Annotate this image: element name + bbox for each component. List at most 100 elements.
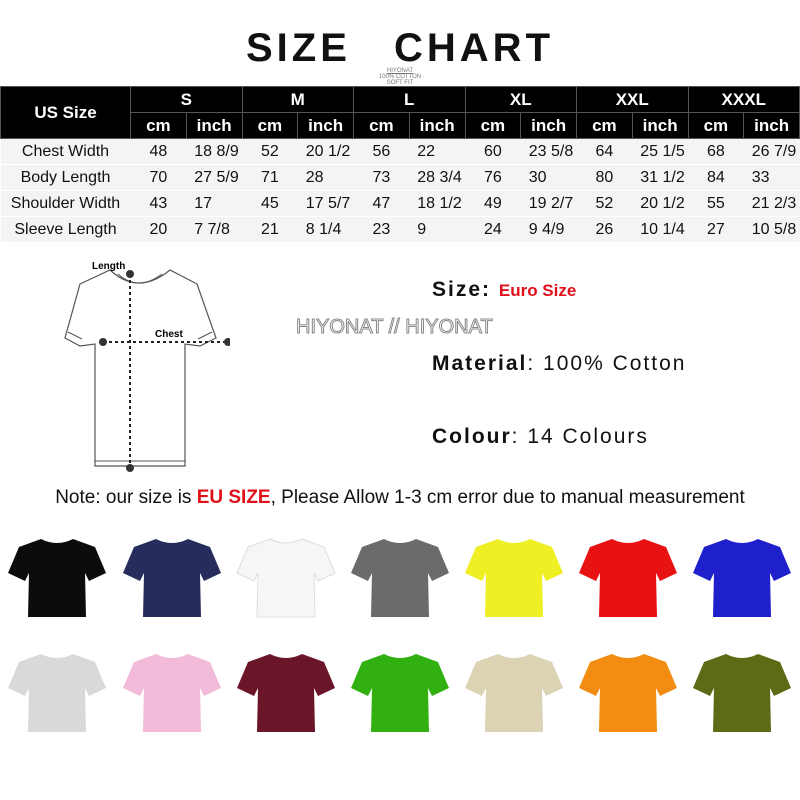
table-cell: 71 (242, 164, 298, 191)
table-cell: 55 (688, 190, 744, 217)
tshirt-colour-swatch[interactable] (692, 535, 792, 619)
corner-header: US Size (0, 86, 131, 139)
table-cell: 23 (353, 216, 410, 243)
brand-name: HIYONAT (386, 68, 414, 74)
table-cell: 22 (409, 138, 465, 165)
size-header: L (353, 86, 466, 113)
size-header: XL (464, 86, 577, 113)
table-cell: 52 (242, 138, 298, 165)
table-cell: 30 (520, 164, 577, 191)
size-value: Euro Size (498, 281, 577, 300)
size-header: S (130, 86, 243, 113)
table-cell: 80 (576, 164, 633, 191)
table-cell: 68 (688, 138, 744, 165)
material-spec: Material: 100% Cotton (432, 352, 686, 376)
colour-value: : 14 Colours (511, 425, 649, 448)
brand-line2: SOFT FIT (386, 80, 414, 86)
tshirt-colour-swatch[interactable] (350, 535, 450, 619)
row-label: Shoulder Width (0, 190, 131, 217)
size-header: M (241, 86, 354, 113)
table-cell: 48 (130, 138, 187, 165)
note-highlight: EU SIZE (196, 487, 271, 508)
note-prefix: Note: our size is (55, 487, 197, 508)
tshirt-colour-swatch[interactable] (122, 535, 222, 619)
tshirt-colour-swatch[interactable] (236, 535, 336, 619)
table-cell: 43 (130, 190, 187, 217)
unit-header: inch (408, 112, 466, 139)
table-cell: 70 (130, 164, 187, 191)
brand-line1: 100% COTTON (378, 74, 422, 80)
material-label: Material (432, 352, 528, 375)
material-value: : 100% Cotton (527, 352, 687, 375)
unit-header: inch (520, 112, 577, 139)
tshirt-colour-swatch[interactable] (350, 650, 450, 734)
unit-header: cm (687, 112, 745, 139)
size-note: Note: our size is EU SIZE, Please Allow … (0, 486, 800, 510)
table-cell: 20 1/2 (297, 138, 354, 165)
tshirt-colour-swatch[interactable] (692, 650, 792, 734)
table-cell: 23 5/8 (520, 138, 577, 165)
colour-spec: Colour: 14 Colours (432, 425, 649, 449)
table-cell: 28 3/4 (409, 164, 465, 191)
table-cell: 25 1/5 (632, 138, 688, 165)
unit-header: inch (297, 112, 354, 139)
table-cell: 18 8/9 (186, 138, 242, 165)
size-spec: Size: Euro Size (432, 278, 576, 303)
row-label: Body Length (0, 164, 131, 191)
unit-header: inch (631, 112, 689, 139)
tshirt-colour-swatch[interactable] (7, 650, 107, 734)
table-cell: 56 (353, 138, 410, 165)
table-cell: 76 (465, 164, 521, 191)
table-cell: 24 (465, 216, 521, 243)
table-cell: 27 5/9 (186, 164, 242, 191)
tshirt-colour-swatch[interactable] (578, 650, 678, 734)
table-cell: 73 (353, 164, 410, 191)
table-row: Shoulder Width 43 17 45 17 5/7 47 18 1/2 49 19 2… (0, 190, 800, 217)
tshirt-colour-swatch[interactable] (464, 650, 564, 734)
table-cell: 49 (465, 190, 521, 217)
page-title: SIZE CHART (246, 26, 554, 70)
table-cell: 26 (576, 216, 633, 243)
colour-label: Colour (432, 425, 512, 448)
table-cell: 26 7/9 (743, 138, 800, 165)
unit-header: cm (241, 112, 299, 139)
tshirt-colour-swatch[interactable] (236, 650, 336, 734)
unit-header: cm (576, 112, 633, 139)
size-label: Size: (432, 278, 492, 301)
table-row: Sleeve Length 20 7 7/8 21 8 1/4 23 9 24 9 4/9 26 1… (0, 216, 800, 243)
row-label: Sleeve Length (0, 216, 131, 243)
table-cell: 18 1/2 (409, 190, 465, 217)
unit-header: inch (743, 112, 800, 139)
table-cell: 31 1/2 (632, 164, 688, 191)
table-cell: 45 (242, 190, 298, 217)
table-cell: 9 (409, 216, 465, 243)
table-cell: 47 (353, 190, 410, 217)
chest-label: Chest (155, 329, 183, 340)
table-cell: 20 (130, 216, 187, 243)
table-cell: 21 (242, 216, 298, 243)
tshirt-measure-diagram: Length Chest (64, 261, 230, 472)
table-row: Body Length 70 27 5/9 71 28 73 28 3/4 76 30 80 31 … (0, 164, 800, 191)
table-row: Chest Width 48 18 8/9 52 20 1/2 56 22 60 23 5/8 6… (0, 138, 800, 165)
unit-header: cm (464, 112, 522, 139)
table-cell: 10 5/8 (743, 216, 800, 243)
table-cell: 8 1/4 (297, 216, 354, 243)
tshirt-colour-swatch[interactable] (578, 535, 678, 619)
table-cell: 17 5/7 (297, 190, 354, 217)
table-cell: 84 (688, 164, 744, 191)
tshirt-colour-swatch[interactable] (7, 535, 107, 619)
size-header: XXL (576, 86, 689, 113)
row-label: Chest Width (0, 138, 131, 165)
brand-logo: HIYONAT 100% COTTON SOFT FIT (376, 68, 424, 86)
table-cell: 21 2/3 (743, 190, 800, 217)
size-header: XXXL (687, 86, 800, 113)
tshirt-colour-swatch[interactable] (464, 535, 564, 619)
table-cell: 7 7/8 (186, 216, 242, 243)
table-cell: 10 1/4 (632, 216, 688, 243)
tshirt-colour-swatch[interactable] (122, 650, 222, 734)
unit-header: inch (185, 112, 243, 139)
table-cell: 60 (465, 138, 521, 165)
table-cell: 52 (576, 190, 633, 217)
table-cell: 19 2/7 (520, 190, 577, 217)
table-cell: 20 1/2 (632, 190, 688, 217)
